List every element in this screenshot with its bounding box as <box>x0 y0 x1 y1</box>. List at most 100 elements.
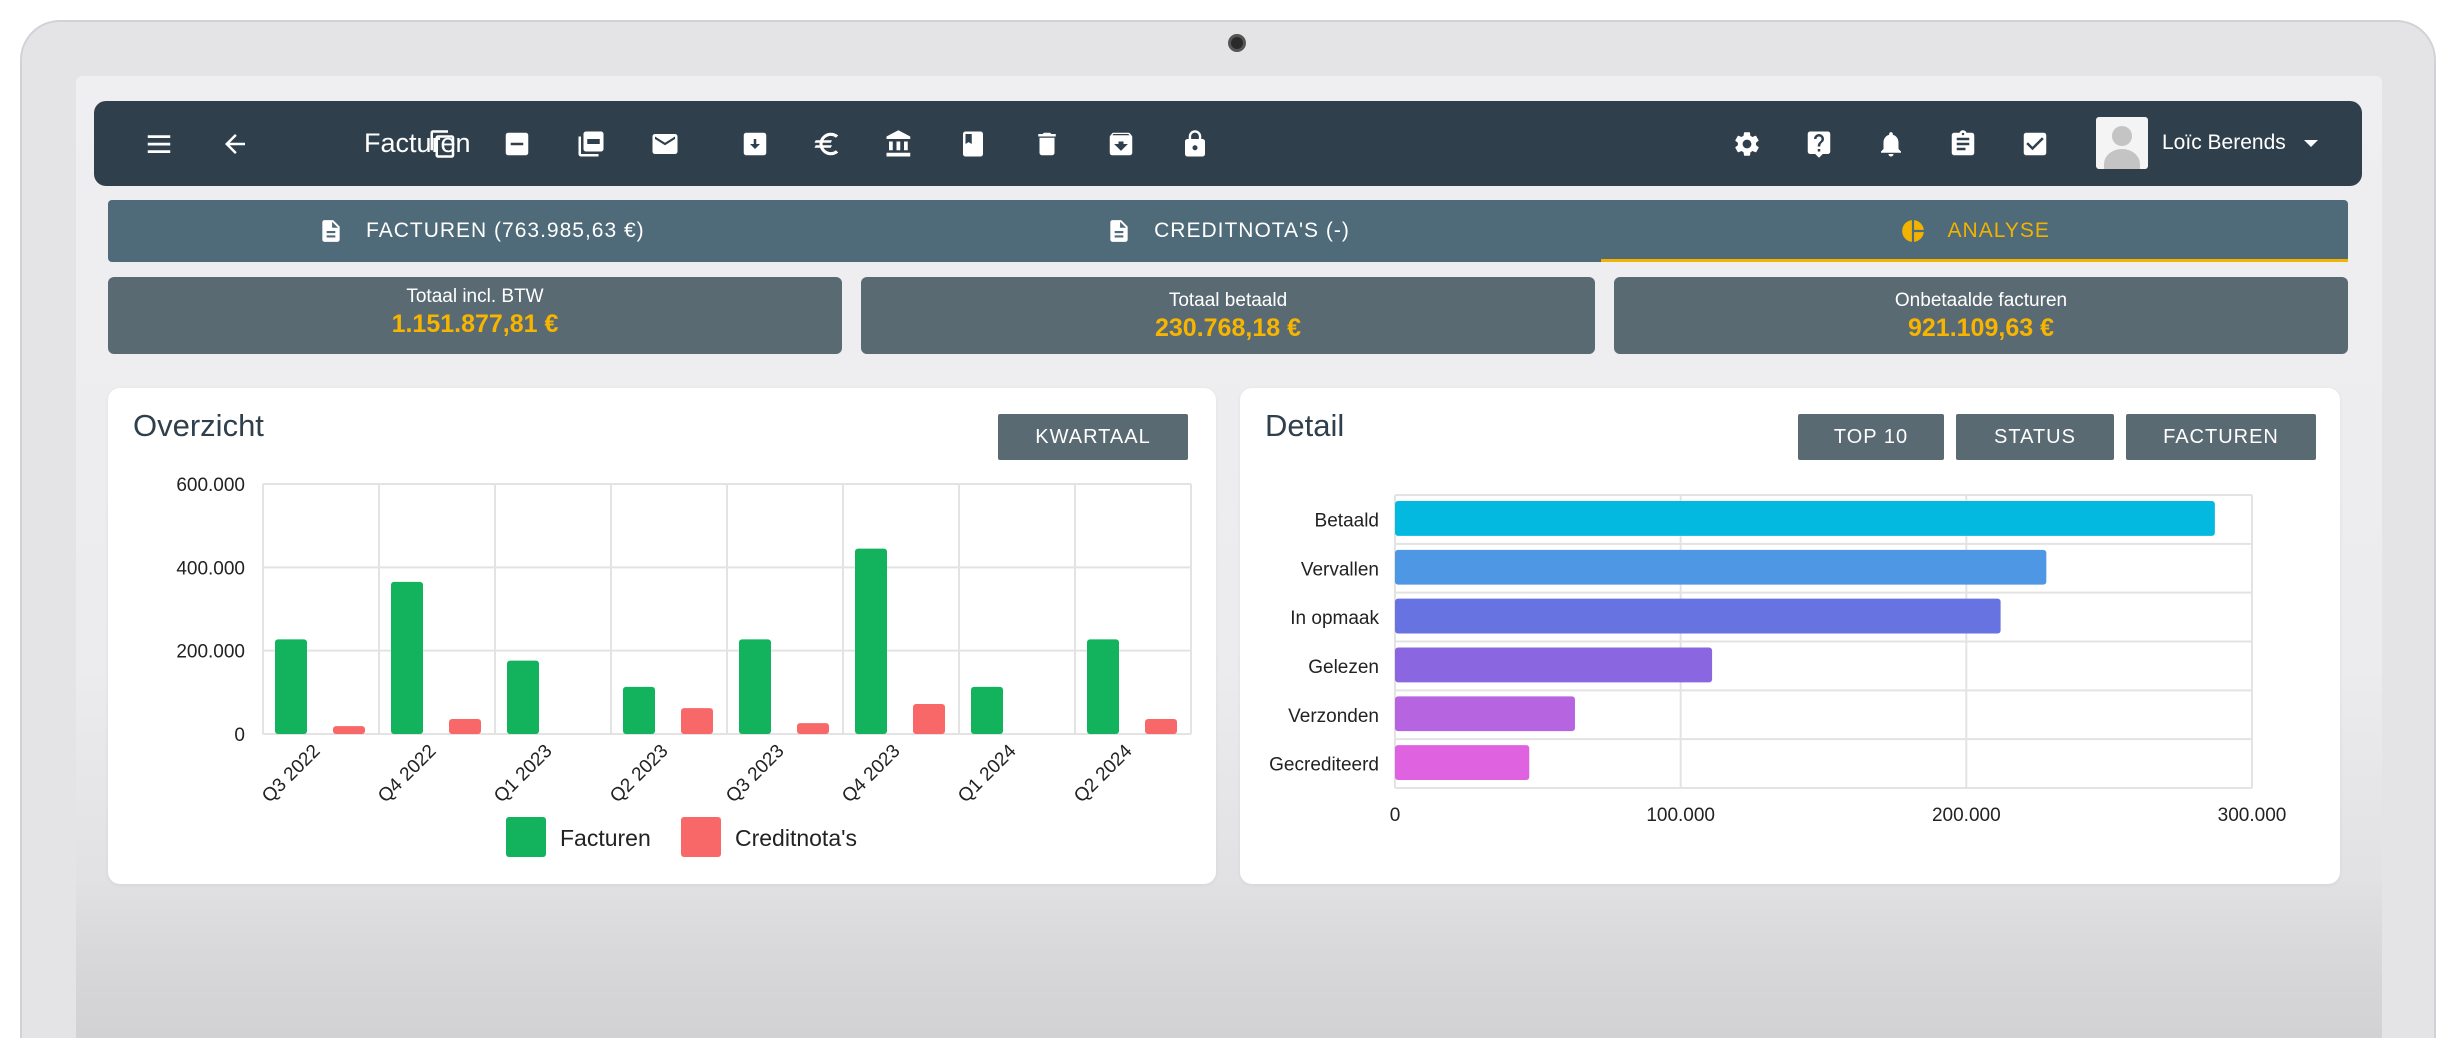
pdf-icon[interactable] <box>566 101 616 186</box>
screen-fade <box>76 880 2382 1038</box>
bar-facturen <box>1087 639 1119 734</box>
y-tick-label: 400.000 <box>176 558 245 579</box>
clipboard-icon[interactable] <box>1938 101 1988 186</box>
bar-creditnotas <box>681 708 713 734</box>
document-icon <box>1110 220 1128 242</box>
tab-label: FACTUREN (763.985,63 €) <box>366 219 645 242</box>
download-box-icon[interactable] <box>730 101 780 186</box>
tab-creditnotas[interactable]: CREDITNOTA'S (-) <box>855 200 1602 262</box>
facturen-button[interactable]: FACTUREN <box>2126 414 2316 460</box>
book-icon[interactable] <box>948 101 998 186</box>
status-button[interactable]: STATUS <box>1956 414 2114 460</box>
y-tick-label: 0 <box>234 725 245 746</box>
stat-value: 1.151.877,81 € <box>391 310 559 338</box>
x-tick-label: Q4 2022 <box>374 741 440 807</box>
document-icon <box>322 220 340 242</box>
copy-icon[interactable] <box>418 101 468 186</box>
bar-creditnotas <box>333 726 365 734</box>
legend-swatch <box>681 817 721 857</box>
detail-chart: 0 100.000 200.000 300.000 Betaald Vervallen In… <box>1269 494 2287 826</box>
stat-label: Totaal betaald <box>1168 290 1288 311</box>
x-tick-label: Q2 2024 <box>1070 740 1137 807</box>
archive-icon[interactable] <box>1096 101 1146 186</box>
bar-gelezen <box>1395 647 1713 683</box>
back-arrow-icon[interactable] <box>210 101 260 186</box>
tab-facturen[interactable]: FACTUREN (763.985,63 €) <box>108 200 855 262</box>
lock-icon[interactable] <box>1170 101 1220 186</box>
bar-creditnotas <box>797 723 829 734</box>
overview-title: Overzicht <box>133 408 264 443</box>
y-tick-label: 200.000 <box>176 642 245 663</box>
mail-icon[interactable] <box>640 101 690 186</box>
x-tick-label: 300.000 <box>2218 805 2287 826</box>
menu-icon[interactable] <box>134 101 184 186</box>
stat-unpaid-invoices: Onbetaalde facturen 921.109,63 € <box>1614 277 2348 354</box>
stat-total-paid: Totaal betaald 230.768,18 € <box>861 277 1595 354</box>
y-tick-label: Gelezen <box>1308 657 1379 678</box>
y-tick-label: Betaald <box>1315 510 1379 531</box>
bar-creditnotas <box>449 719 481 734</box>
tab-analyse[interactable]: ANALYSE <box>1601 200 2348 262</box>
stat-label: Onbetaalde facturen <box>1894 290 2068 311</box>
pie-chart-icon <box>1901 220 1924 242</box>
x-tick-label: 100.000 <box>1646 805 1715 826</box>
checkbox-icon[interactable] <box>2010 101 2060 186</box>
overview-panel: Overzicht KWARTAAL 0 200.000 400.000 600.00… <box>108 388 1216 884</box>
euro-icon[interactable] <box>802 101 852 186</box>
user-menu[interactable]: Loïc Berends <box>2096 117 2318 169</box>
user-name: Loïc Berends <box>2162 131 2286 154</box>
help-icon[interactable] <box>1794 101 1844 186</box>
tab-label: ANALYSE <box>1947 219 2050 242</box>
bar-vervallen <box>1395 549 2047 585</box>
bank-icon[interactable] <box>874 101 924 186</box>
bar-facturen <box>855 548 887 734</box>
avatar <box>2096 117 2148 169</box>
x-tick-label: Q3 2022 <box>258 741 324 807</box>
y-tick-label: In opmaak <box>1290 608 1379 629</box>
legend-swatch <box>506 817 546 857</box>
tab-label: CREDITNOTA'S (-) <box>1154 219 1350 242</box>
stat-value: 921.109,63 € <box>1908 314 2054 342</box>
tab-strip: FACTUREN (763.985,63 €) CREDITNOTA'S (-)… <box>108 200 2348 262</box>
bar-gecrediteerd <box>1395 745 1530 780</box>
stat-value: 230.768,18 € <box>1155 314 1301 342</box>
trash-icon[interactable] <box>1022 101 1072 186</box>
bar-facturen <box>507 660 539 734</box>
x-tick-label: Q2 2023 <box>606 741 672 807</box>
bar-facturen <box>275 639 307 734</box>
x-tick-label: Q3 2023 <box>722 741 788 807</box>
chevron-down-icon <box>2303 139 2318 147</box>
bar-creditnotas <box>913 704 945 734</box>
kwartaal-button[interactable]: KWARTAAL <box>998 414 1188 460</box>
x-tick-label: Q1 2023 <box>490 741 556 807</box>
bar-in-opmaak <box>1395 598 2001 634</box>
x-tick-label: 0 <box>1390 805 1401 826</box>
gear-icon[interactable] <box>1722 101 1772 186</box>
top-toolbar: Facturen Loï <box>94 101 2362 186</box>
x-tick-label: Q1 2024 <box>954 740 1021 807</box>
legend-label: Creditnota's <box>735 825 857 851</box>
top10-button[interactable]: TOP 10 <box>1798 414 1944 460</box>
stat-label: Totaal incl. BTW <box>406 286 544 307</box>
overview-chart: 0 200.000 400.000 600.000 Q3 2022 Q4 2022 Q1 2… <box>176 475 1192 857</box>
bar-facturen <box>623 686 655 734</box>
bar-verzonden <box>1395 696 1575 732</box>
bar-facturen <box>391 581 423 734</box>
camera <box>1228 34 1246 52</box>
remove-icon[interactable] <box>492 101 542 186</box>
y-tick-label: Verzonden <box>1288 706 1379 727</box>
y-tick-label: Gecrediteerd <box>1269 755 1379 776</box>
legend-label: Facturen <box>560 825 651 851</box>
bar-facturen <box>739 639 771 734</box>
bell-icon[interactable] <box>1866 101 1916 186</box>
y-tick-label: 600.000 <box>176 475 245 496</box>
bar-betaald <box>1395 501 2215 536</box>
bar-creditnotas <box>1145 719 1177 734</box>
y-tick-label: Vervallen <box>1301 559 1379 580</box>
bar-facturen <box>971 686 1003 734</box>
x-tick-label: 200.000 <box>1932 805 2001 826</box>
detail-panel: Detail TOP 10 STATUS FACTUREN 0 100.000 20… <box>1240 388 2340 884</box>
detail-title: Detail <box>1265 408 1345 443</box>
stat-total-incl-btw: Totaal incl. BTW 1.151.877,81 € <box>108 277 842 354</box>
x-tick-label: Q4 2023 <box>838 741 904 807</box>
